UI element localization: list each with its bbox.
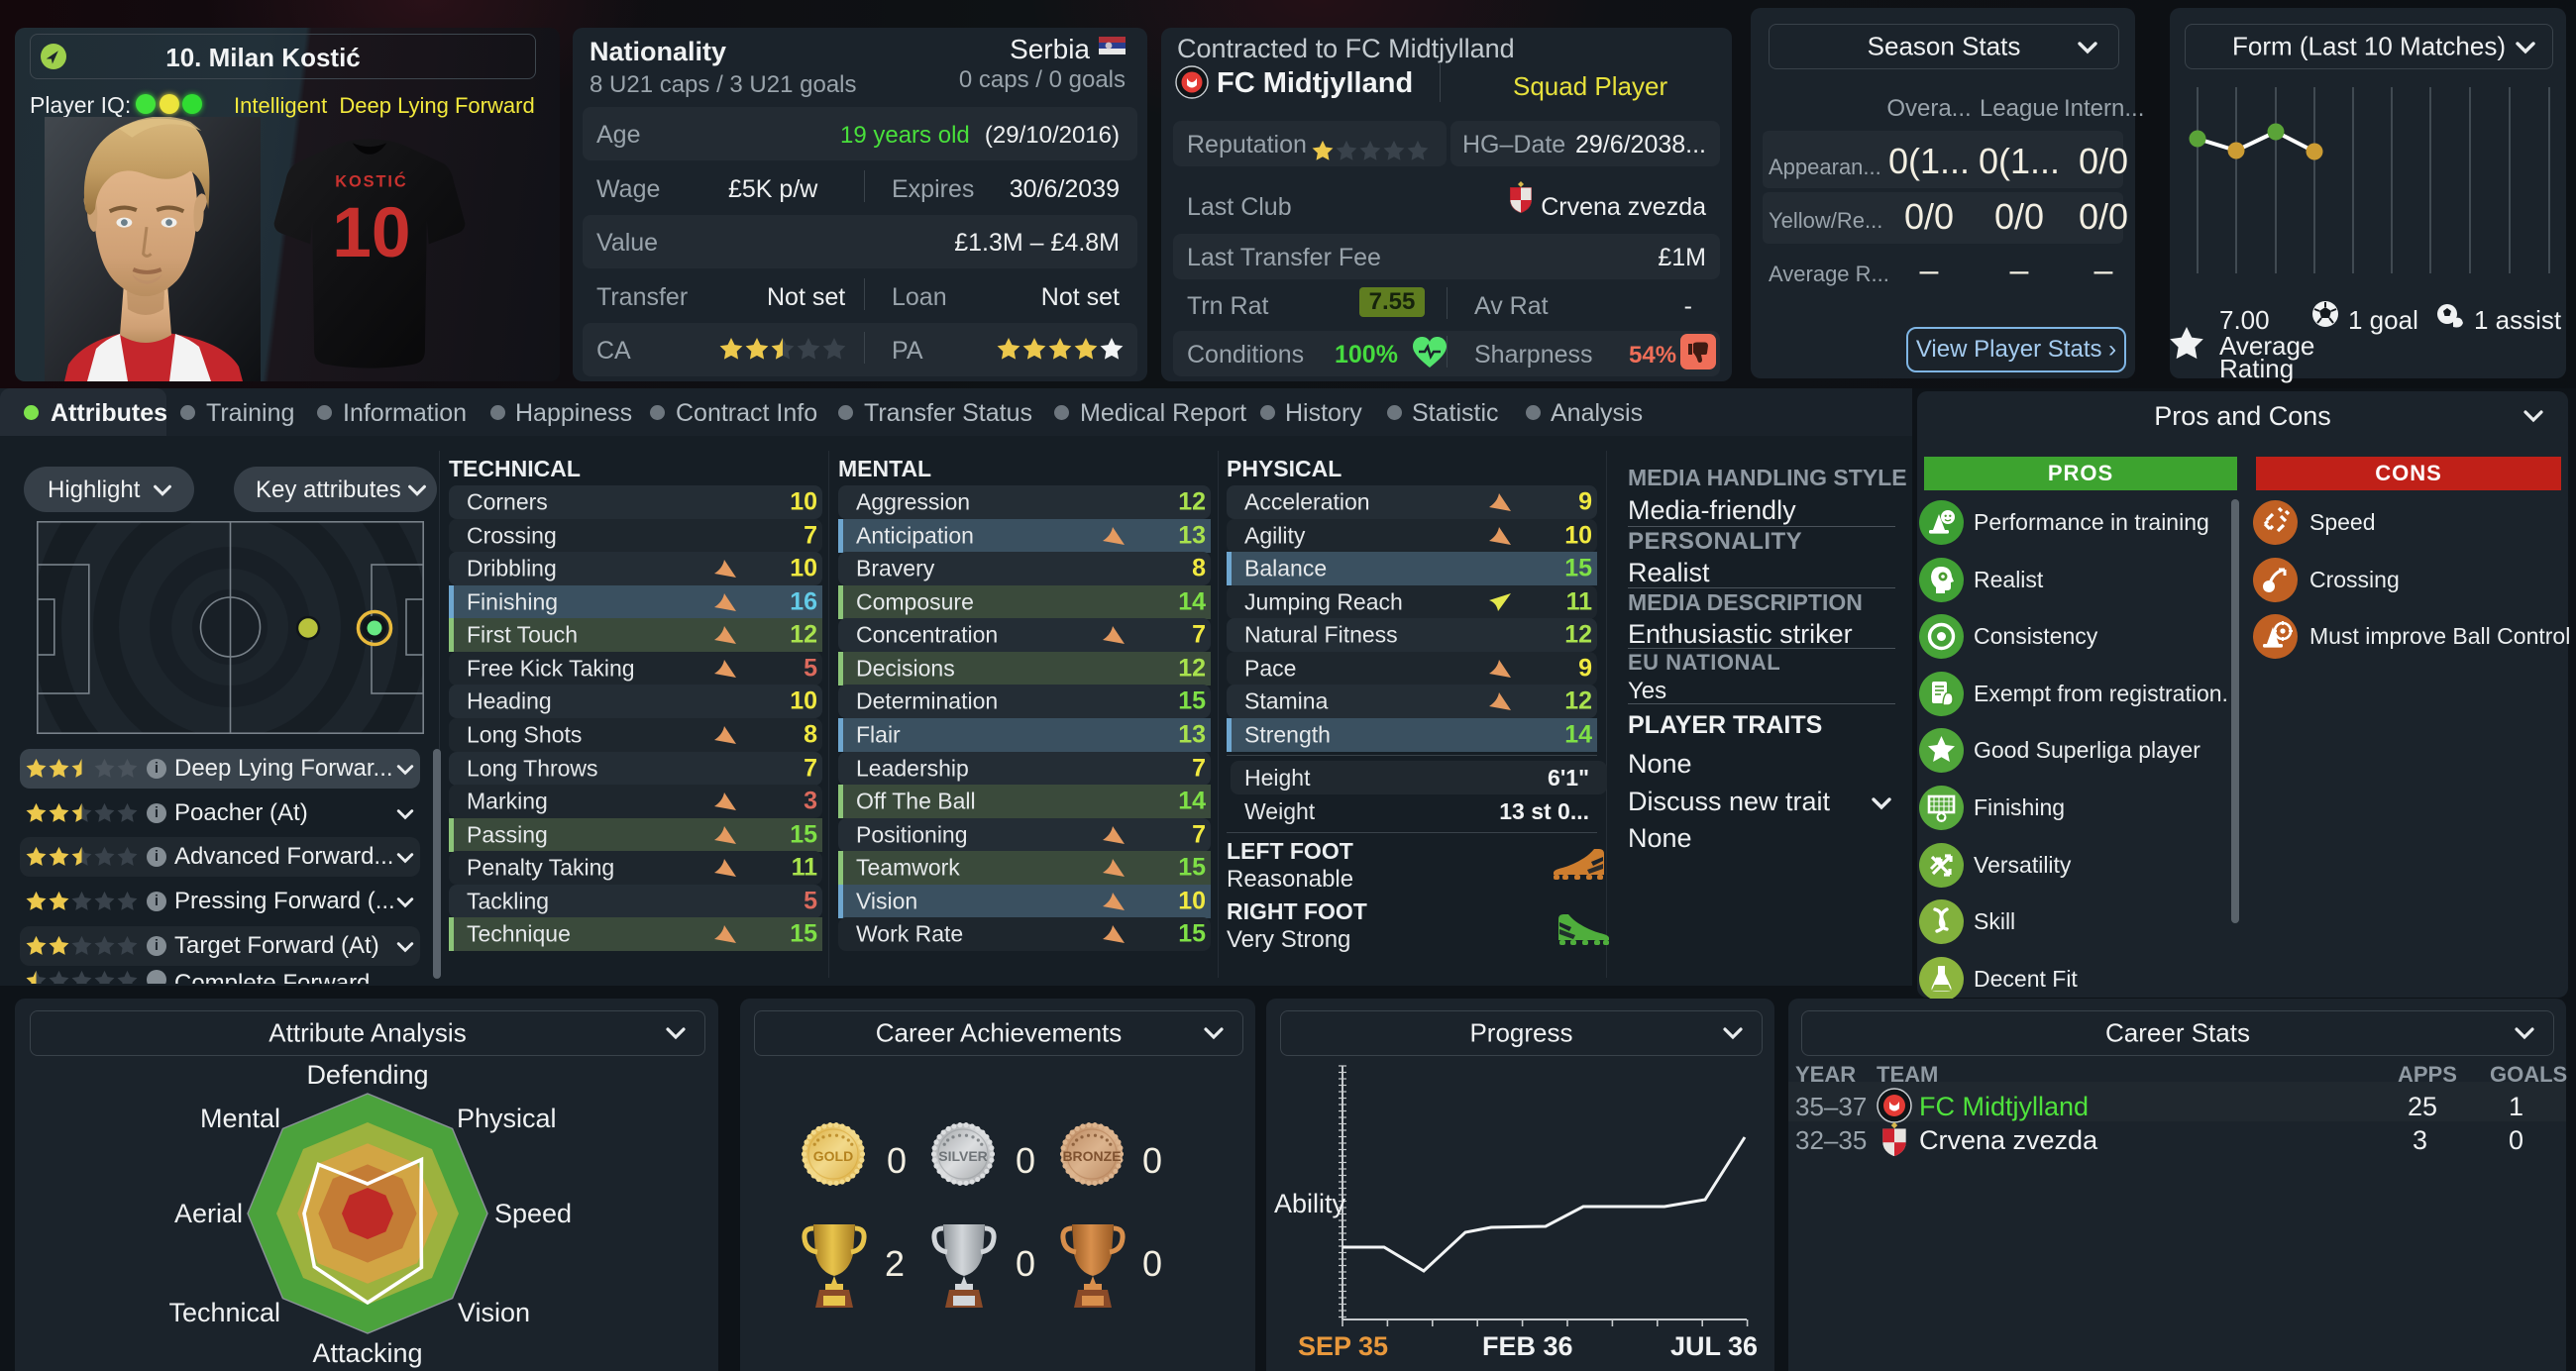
svg-text:10: 10 — [332, 193, 410, 272]
svg-text:KOSTIĆ: KOSTIĆ — [335, 172, 407, 191]
svg-text:BRONZE: BRONZE — [1062, 1148, 1121, 1164]
svg-text:GOLD: GOLD — [813, 1148, 853, 1164]
svg-text:SILVER: SILVER — [938, 1148, 988, 1164]
